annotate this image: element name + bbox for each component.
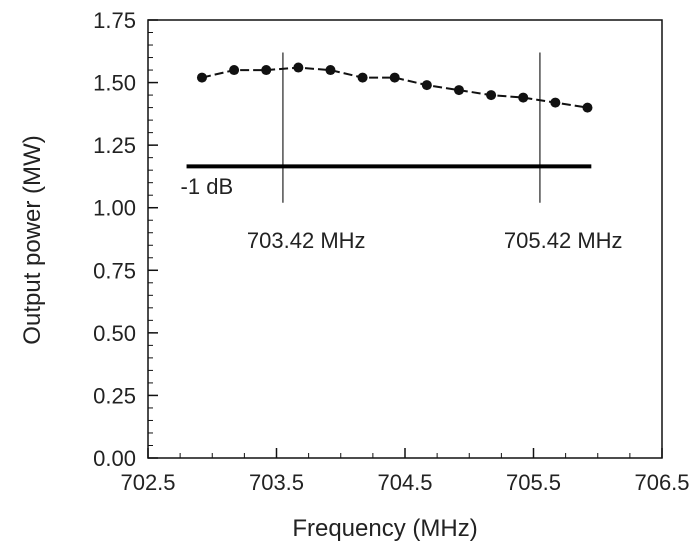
data-point [486, 90, 497, 101]
frequency-marker-label: 705.42 MHz [504, 228, 623, 253]
data-point [229, 65, 240, 76]
y-tick-label: 1.50 [93, 71, 136, 96]
y-tick-label: 1.25 [93, 133, 136, 158]
data-point [357, 72, 368, 83]
y-tick-label: 0.00 [93, 446, 136, 471]
data-point [325, 65, 336, 76]
data-point [550, 97, 561, 108]
x-axis-label: Frequency (MHz) [292, 515, 477, 542]
frequency-marker-label: 703.42 MHz [247, 228, 366, 253]
data-point [389, 72, 400, 83]
y-axis-ticks: 0.00 0.25 0.50 0.75 1.00 1.25 1.50 1.75 [93, 8, 158, 471]
y-tick-label: 1.75 [93, 8, 136, 33]
x-axis-ticks: 702.5 703.5 704.5 705.5 706.5 [120, 448, 689, 495]
y-axis-label: Output power (MW) [19, 135, 46, 344]
data-point [518, 92, 529, 103]
x-tick-label: 706.5 [634, 470, 689, 495]
data-point [582, 102, 593, 113]
y-tick-label: 1.00 [93, 196, 136, 221]
y-tick-label: 0.75 [93, 258, 136, 283]
frequency-markers: 703.42 MHz 705.42 MHz [247, 52, 623, 253]
y-tick-label: 0.50 [93, 321, 136, 346]
series-group [196, 62, 593, 113]
x-tick-label: 703.5 [249, 470, 304, 495]
x-tick-label: 704.5 [377, 470, 432, 495]
data-point [453, 85, 464, 96]
data-point [421, 80, 432, 91]
x-tick-label: 702.5 [120, 470, 175, 495]
y-tick-label: 0.25 [93, 383, 136, 408]
data-point [196, 72, 207, 83]
reference-line-label: -1 dB [181, 174, 234, 199]
data-point [293, 62, 304, 73]
data-point [261, 65, 272, 76]
x-tick-label: 705.5 [506, 470, 561, 495]
reference-line-group: -1 dB [181, 164, 592, 199]
